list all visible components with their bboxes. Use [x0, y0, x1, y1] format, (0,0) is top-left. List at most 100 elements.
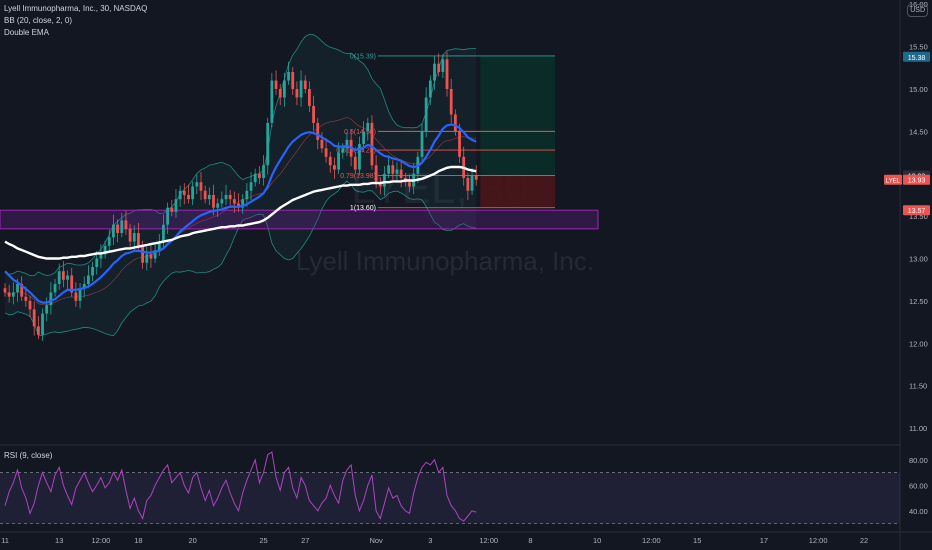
candle-body [107, 237, 111, 246]
candle-body [28, 300, 32, 310]
candle-body [337, 152, 340, 170]
candle-body [87, 275, 90, 284]
currency-badge[interactable]: USD [907, 4, 928, 17]
price-axis-tick: 14.50 [909, 127, 928, 136]
candle-body [320, 139, 324, 149]
time-axis-tick: 27 [301, 536, 309, 545]
time-axis-tick: 12:00 [92, 536, 111, 545]
time-axis-tick: 15 [693, 536, 701, 545]
price-badge [903, 51, 930, 62]
candle-body [345, 139, 349, 149]
fib-level-label: 0.5(14.50) [344, 129, 376, 136]
candle-body [3, 288, 7, 293]
candle-body [441, 59, 445, 73]
candle-body [282, 80, 286, 98]
candle-body [391, 165, 395, 174]
candle-body [199, 182, 203, 191]
price-axis-tick: 12.00 [909, 339, 928, 348]
candle-body [366, 122, 370, 132]
candle-body [170, 207, 174, 212]
time-axis-tick: 17 [760, 536, 768, 545]
candle-body [291, 72, 295, 89]
candle-body [303, 80, 307, 89]
candle-body [358, 144, 361, 170]
rsi-axis-tick: 60.00 [909, 481, 928, 490]
candle-body [341, 148, 345, 153]
price-axis-tick: 12.50 [909, 297, 928, 306]
price-badge-label: 13.93 [908, 178, 926, 185]
candle-body [445, 59, 449, 89]
symbol-tag [884, 174, 902, 185]
candle-body [7, 292, 11, 297]
candle-body [374, 165, 378, 183]
chart-legend-bb[interactable]: BB (20, close, 2, 0) [4, 16, 73, 25]
candle-body [187, 194, 190, 200]
time-axis-tick: 11 [1, 536, 9, 545]
time-axis-tick: 3 [428, 536, 432, 545]
candle-body [11, 292, 15, 297]
candle-body [162, 224, 165, 242]
fib-level-label: 0(15.39) [350, 53, 376, 60]
candle-body [353, 156, 357, 170]
candle-body [24, 296, 28, 301]
time-axis-tick: 12:00 [642, 536, 661, 545]
candle-body [178, 190, 182, 200]
candle-body [362, 131, 366, 145]
candle-body [141, 245, 145, 263]
candle-body [66, 275, 69, 280]
candle-body [82, 283, 86, 289]
chart-legend-ema[interactable]: Double EMA [4, 28, 49, 37]
rsi-band [0, 472, 900, 524]
candle-body [220, 199, 224, 204]
candle-body [212, 194, 215, 208]
candle-body [437, 63, 441, 73]
time-axis-tick: 22 [860, 536, 868, 545]
candle-body [387, 165, 391, 174]
time-axis-tick: 12:00 [479, 536, 498, 545]
time-axis-tick: 20 [188, 536, 196, 545]
candle-body [232, 199, 236, 204]
candle-body [224, 194, 228, 200]
candle-body [399, 169, 403, 178]
candle-body [245, 190, 249, 200]
rsi-legend[interactable]: RSI (9, close) [4, 451, 53, 460]
price-axis-tick: 15.50 [909, 43, 928, 52]
candle-body [278, 89, 282, 98]
candle-body [45, 305, 49, 314]
candle-body [216, 203, 220, 208]
watermark-name: Lyell Immunopharma, Inc. [296, 246, 594, 276]
candle-body [270, 80, 274, 123]
candle-body [36, 326, 40, 335]
candle-body [128, 228, 132, 242]
candle-body [16, 283, 19, 293]
time-axis-tick: Nov [369, 536, 383, 545]
candle-body [53, 283, 57, 293]
candle-body [295, 89, 299, 98]
candle-body [262, 165, 265, 178]
candle-body [112, 224, 115, 238]
candle-body [95, 258, 99, 267]
candle-body [78, 288, 82, 301]
time-axis-tick: 18 [134, 536, 142, 545]
candle-body [57, 271, 61, 284]
price-badge [903, 205, 930, 216]
candle-body [449, 89, 453, 115]
symbol-tag-label: LYEL [886, 179, 901, 185]
time-axis-tick: 10 [593, 536, 601, 545]
rsi-axis-tick: 40.00 [909, 507, 928, 516]
price-badge-label: 15.38 [908, 55, 926, 62]
candle-body [424, 97, 428, 132]
candle-body [428, 80, 432, 98]
candle-body [74, 292, 78, 301]
rsi-line [4, 451, 477, 522]
price-badge [903, 174, 930, 185]
price-axis-tick: 15.00 [909, 85, 928, 94]
candle-body [253, 173, 257, 183]
candle-body [99, 254, 103, 259]
candle-body [249, 182, 253, 191]
position-stop-zone [480, 175, 555, 208]
bollinger-lower-band [4, 180, 477, 337]
fib-level-label: 0.79(13.98) [340, 173, 376, 180]
candle-body [228, 194, 232, 200]
